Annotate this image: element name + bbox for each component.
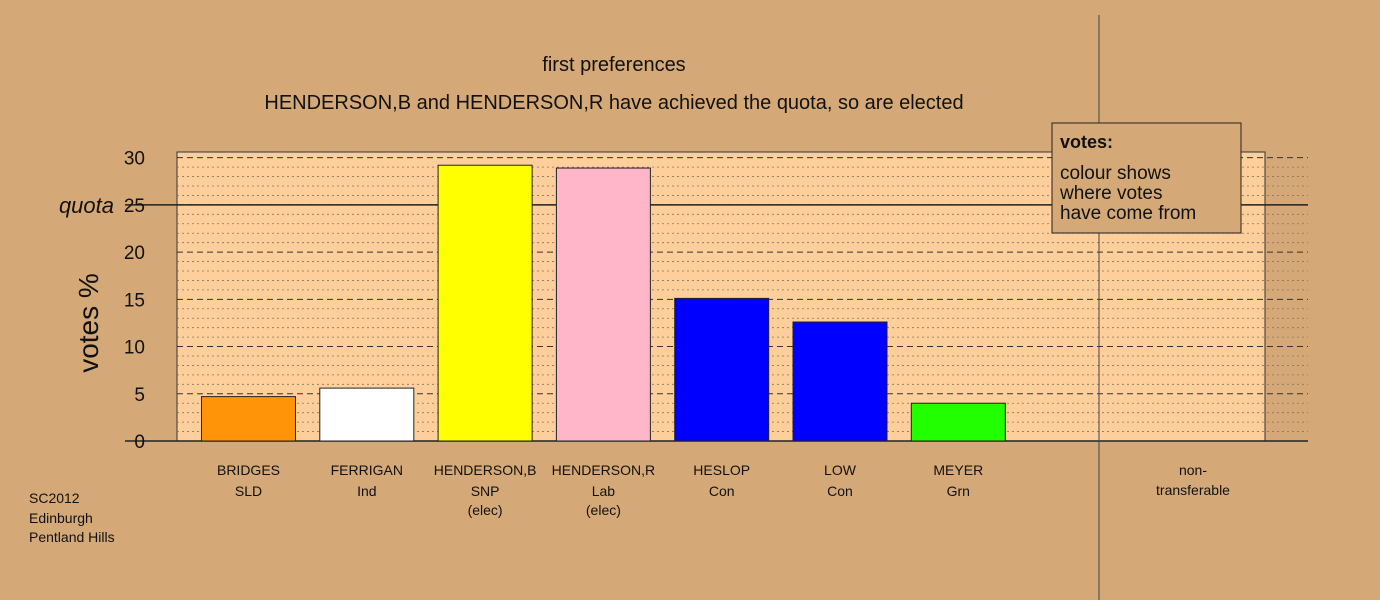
candidate-name: LOW: [824, 462, 857, 478]
x-axis-labels: BRIDGES SLD FERRIGAN Ind HENDERSON,B SNP (elec…: [217, 462, 983, 518]
candidate-name: HENDERSON,B: [434, 462, 537, 478]
footer-line-2: Edinburgh: [29, 510, 93, 526]
bars: [201, 164, 1006, 442]
bar: [437, 164, 533, 442]
candidate-name: HENDERSON,R: [552, 462, 655, 478]
candidate-status: (elec): [586, 502, 621, 518]
legend-frame: [1051, 122, 1242, 234]
candidate-party: SLD: [235, 483, 262, 499]
candidate-party: Ind: [357, 483, 376, 499]
y-axis-label: votes %: [73, 273, 104, 373]
y-tick-label: 25: [124, 196, 145, 217]
candidate-name: HESLOP: [693, 462, 750, 478]
quota-label: quota: [59, 193, 114, 218]
legend-line-2: where votes: [1059, 183, 1162, 204]
bar: [201, 396, 296, 442]
candidate-party: Con: [827, 483, 853, 499]
legend-line-1: colour shows: [1060, 163, 1171, 184]
y-tick-label: 5: [134, 385, 145, 406]
legend-line-3: have come from: [1060, 203, 1196, 224]
candidate-name: BRIDGES: [217, 462, 280, 478]
y-axis-ticks: 0 5 10 15 20 25 30: [124, 149, 145, 453]
bar: [910, 402, 1006, 442]
footer-line-1: SC2012: [29, 490, 80, 506]
bar: [674, 297, 770, 442]
bar: [319, 387, 415, 442]
candidate-party: Lab: [592, 483, 616, 499]
legend-title: votes:: [1060, 132, 1113, 152]
bar: [555, 167, 651, 442]
chart-title: first preferences: [542, 54, 685, 76]
candidate-name: FERRIGAN: [331, 462, 403, 478]
y-tick-label: 20: [124, 243, 145, 264]
nontransferable-label-line2: transferable: [1156, 482, 1230, 498]
candidate-party: Grn: [947, 483, 970, 499]
y-tick-label: 10: [124, 338, 145, 359]
candidate-name: MEYER: [933, 462, 983, 478]
footer-line-3: Pentland Hills: [29, 529, 115, 545]
candidate-party: SNP: [471, 483, 500, 499]
candidate-status: (elec): [468, 502, 503, 518]
chart-subtitle: HENDERSON,B and HENDERSON,R have achieve…: [264, 92, 963, 114]
bar: [792, 321, 888, 442]
y-tick-label: 15: [124, 290, 145, 311]
legend-box: votes: colour shows where votes have com…: [1051, 122, 1242, 234]
y-tick-label: 0: [134, 432, 145, 453]
candidate-party: Con: [709, 483, 735, 499]
nontransferable-label-line1: non-: [1179, 462, 1207, 478]
y-tick-label: 30: [124, 149, 145, 170]
